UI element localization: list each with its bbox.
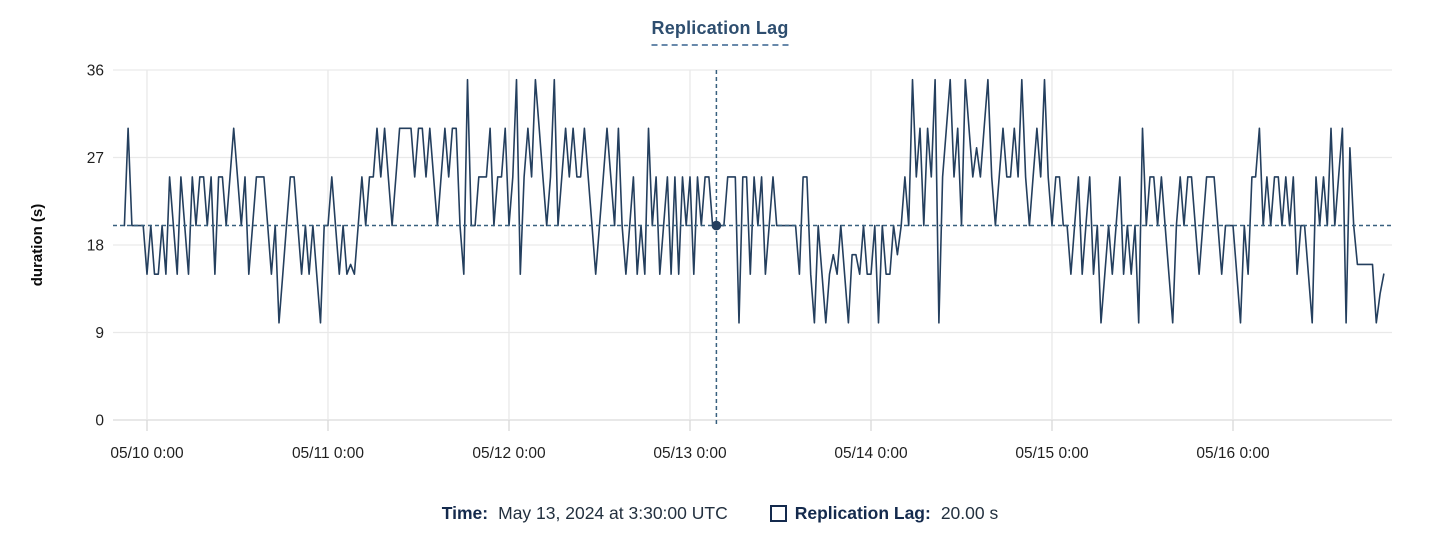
legend-item-replication-lag[interactable]: Replication Lag:: [769, 503, 931, 524]
x-tick-label: 05/15 0:00: [1015, 445, 1089, 462]
series-value: 20.00 s: [940, 503, 999, 523]
x-tick-label: 05/10 0:00: [110, 445, 184, 462]
series-swatch-icon: [769, 505, 787, 522]
x-tick-label: 05/11 0:00: [292, 445, 364, 462]
hover-readout: Time: May 13, 2024 at 3:30:00 UTC Replic…: [0, 503, 1440, 524]
x-tick-label: 05/14 0:00: [834, 445, 908, 462]
series-label: Replication Lag:: [794, 503, 931, 523]
time-value: May 13, 2024 at 3:30:00 UTC: [498, 503, 728, 523]
chart-title[interactable]: Replication Lag: [651, 18, 789, 46]
y-tick-label: 27: [87, 150, 104, 167]
replication-lag-line: [123, 78, 1385, 324]
x-tick-label: 05/12 0:00: [472, 445, 546, 462]
y-tick-label: 36: [87, 63, 104, 80]
time-label: Time:: [441, 503, 489, 523]
chart-canvas[interactable]: 0 9 18 27 36 05/10 0:00 05/11 0:00 05/12 0:00 05…: [0, 0, 1440, 500]
y-tick-label: 9: [95, 325, 104, 342]
y-tick-label: 18: [87, 238, 104, 255]
x-tick-label: 05/16 0:00: [1196, 445, 1270, 462]
x-tick-label: 05/13 0:00: [653, 445, 727, 462]
y-tick-label: 0: [95, 413, 104, 430]
hovered-point-marker: [711, 220, 722, 231]
